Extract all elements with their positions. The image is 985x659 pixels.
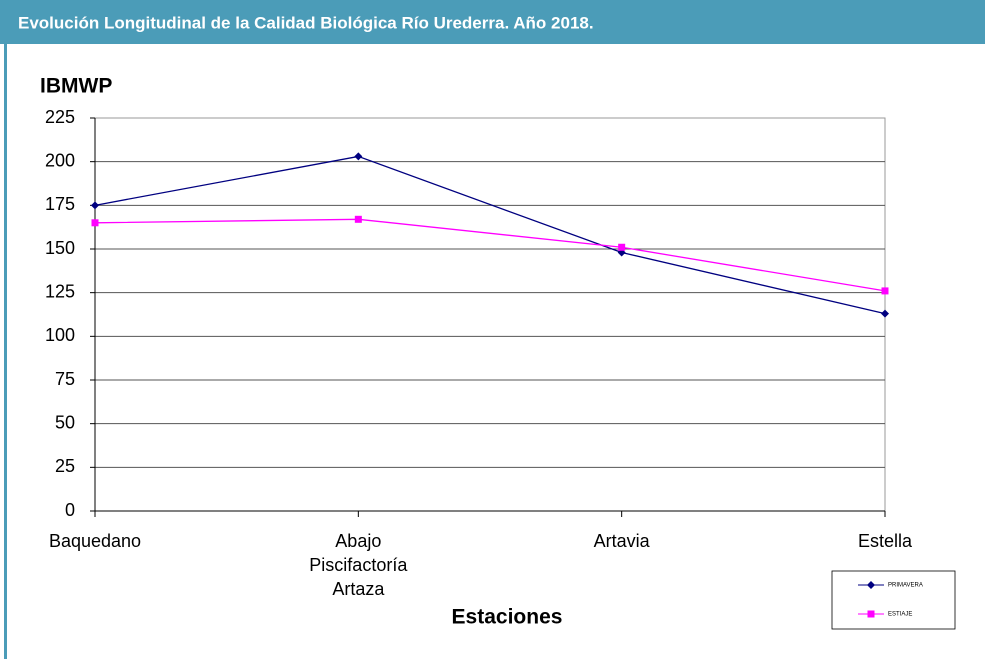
- y-tick-label: 125: [45, 281, 75, 301]
- y-tick-label: 175: [45, 194, 75, 214]
- x-tick-label: Estella: [858, 531, 913, 551]
- y-tick-label: 0: [65, 500, 75, 520]
- y-tick-label: 100: [45, 325, 75, 345]
- legend-marker: [867, 610, 875, 618]
- y-tick-label: 200: [45, 150, 75, 170]
- x-tick-label: Artavia: [594, 531, 651, 551]
- data-point: [91, 201, 99, 210]
- header-bar: [0, 0, 985, 44]
- y-tick-label: 225: [45, 107, 75, 127]
- series-line: [94, 155, 886, 315]
- y-tick-label: 25: [55, 456, 75, 476]
- data-point: [618, 243, 626, 251]
- plot-area: [94, 117, 886, 512]
- x-axis-title: Estaciones: [452, 606, 563, 629]
- x-tick-label: Abajo Piscifactoría Artaza: [309, 531, 408, 599]
- data-point: [354, 152, 363, 161]
- header-title: Evolución Longitudinal de la Calidad Bio…: [18, 13, 594, 32]
- data-point: [881, 309, 889, 318]
- y-tick-label: 50: [55, 412, 75, 432]
- series-line: [94, 218, 886, 292]
- y-tick-label: 75: [55, 369, 75, 389]
- left-border: [4, 44, 7, 659]
- data-point: [881, 287, 889, 295]
- x-tick-label: Baquedano: [49, 531, 141, 551]
- data-point: [91, 219, 99, 227]
- data-point: [354, 215, 362, 223]
- legend-box: [831, 570, 956, 630]
- legend-label: PRIMAVERA: [888, 583, 923, 589]
- y-tick-label: 150: [45, 238, 75, 258]
- y-axis-title: IBMWP: [40, 75, 112, 98]
- legend-label: ESTIAJE: [888, 612, 912, 618]
- legend-marker: [867, 581, 875, 589]
